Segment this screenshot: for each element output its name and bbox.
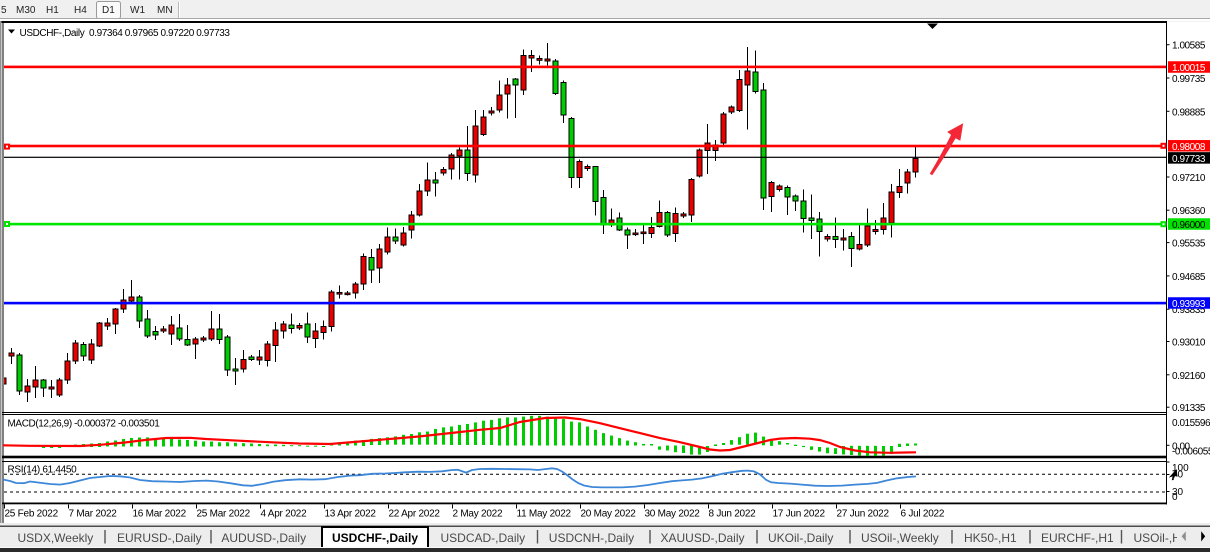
svg-text:0.93993: 0.93993 [1172,299,1206,310]
svg-text:0: 0 [1172,492,1178,503]
svg-text:30 May 2022: 30 May 2022 [645,509,701,520]
svg-text:0.98008: 0.98008 [1172,142,1206,153]
svg-text:20 May 2022: 20 May 2022 [581,509,637,520]
svg-text:H4: H4 [74,5,87,16]
svg-text:0.97733: 0.97733 [1172,154,1206,165]
svg-text:D1: D1 [102,5,115,16]
svg-text:HK50-,H1: HK50-,H1 [964,531,1017,545]
svg-text:USDCAD-,Daily: USDCAD-,Daily [441,531,526,545]
svg-text:RSI(14) 61.4450: RSI(14) 61.4450 [8,464,78,475]
svg-text:11 May 2022: 11 May 2022 [517,509,572,520]
svg-text:2 May 2022: 2 May 2022 [453,509,503,520]
svg-text:M30: M30 [16,5,36,16]
svg-text:0.96360: 0.96360 [1172,206,1206,217]
svg-text:0.00: 0.00 [1172,441,1191,452]
svg-text:27 Jun 2022: 27 Jun 2022 [837,509,890,520]
svg-text:25 Feb 2022: 25 Feb 2022 [5,509,59,520]
svg-text:0.95535: 0.95535 [1172,239,1206,250]
svg-text:0.92160: 0.92160 [1172,371,1206,382]
svg-text:EURCHF-,H1: EURCHF-,H1 [1041,531,1114,545]
svg-text:UKOil-,Daily: UKOil-,Daily [768,531,833,545]
svg-text:H1: H1 [46,5,59,16]
svg-text:MN: MN [157,5,173,16]
svg-text:-0.006055: -0.006055 [1172,446,1210,457]
svg-text:0.96000: 0.96000 [1172,220,1206,231]
svg-text:22 Apr 2022: 22 Apr 2022 [389,509,441,520]
svg-text:1.00585: 1.00585 [1172,41,1206,52]
svg-text:0.97210: 0.97210 [1172,173,1206,184]
svg-text:13 Apr 2022: 13 Apr 2022 [325,509,377,520]
svg-text:0.93010: 0.93010 [1172,338,1206,349]
svg-text:USDCNH-,Daily: USDCNH-,Daily [549,531,634,545]
svg-text:0.94685: 0.94685 [1172,272,1206,283]
svg-text:USOil-,H1: USOil-,H1 [1134,531,1188,545]
svg-text:0.91335: 0.91335 [1172,403,1206,414]
svg-text:0.99735: 0.99735 [1172,74,1206,85]
svg-text:5: 5 [1,5,7,16]
svg-text:25 Mar 2022: 25 Mar 2022 [197,509,251,520]
svg-text:70: 70 [1172,470,1184,481]
svg-text:0.93835: 0.93835 [1172,305,1206,316]
svg-text:4 Apr 2022: 4 Apr 2022 [261,509,308,520]
svg-text:0.015596: 0.015596 [1172,418,1210,429]
svg-text:16 Mar 2022: 16 Mar 2022 [133,509,187,520]
svg-text:EURUSD-,Daily: EURUSD-,Daily [117,531,202,545]
svg-text:W1: W1 [130,5,145,16]
svg-text:30: 30 [1172,487,1184,498]
svg-text:8 Jun 2022: 8 Jun 2022 [709,509,757,520]
svg-text:USDCHF-,Daily: USDCHF-,Daily [332,531,418,545]
svg-text:MACD(12,26,9) -0.000372 -0.003: MACD(12,26,9) -0.000372 -0.003501 [8,419,161,430]
svg-text:17 Jun 2022: 17 Jun 2022 [773,509,826,520]
svg-text:XAUUSD-,Daily: XAUUSD-,Daily [661,531,745,545]
svg-text:USDX,Weekly: USDX,Weekly [18,531,94,545]
svg-text:7 Mar 2022: 7 Mar 2022 [69,509,118,520]
svg-text:100: 100 [1172,463,1189,474]
svg-text:AUDUSD-,Daily: AUDUSD-,Daily [221,531,306,545]
svg-text:6 Jul 2022: 6 Jul 2022 [901,509,945,520]
svg-text:1.00015: 1.00015 [1172,63,1206,74]
svg-text:USDCHF-,Daily 0.97364 0.97965: USDCHF-,Daily 0.97364 0.97965 0.97220 0.… [20,28,231,39]
svg-text:USOil-,Weekly: USOil-,Weekly [861,531,939,545]
svg-text:0.98885: 0.98885 [1172,107,1206,118]
